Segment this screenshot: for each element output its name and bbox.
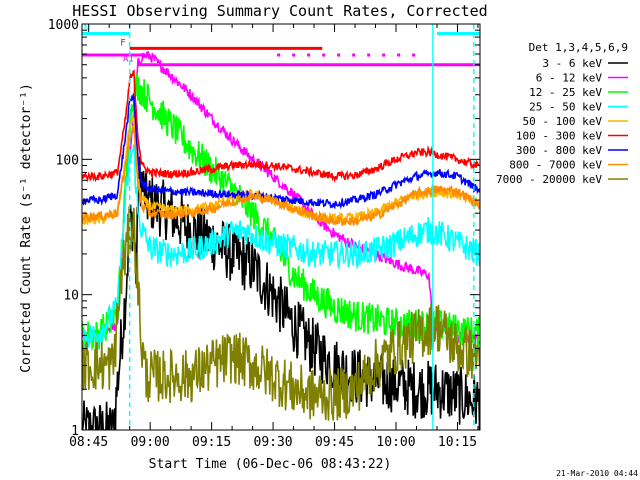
series-line-9: [82, 206, 480, 421]
marker-layer: [128, 24, 475, 430]
x-tick-label-7: 10:15: [438, 435, 477, 450]
legend-entry-label-8: 800 - 7000 keV: [509, 159, 602, 172]
y-tick-label-4: 1000: [48, 18, 79, 33]
axes-layer: 08:45 09:00 09:15 09:30 09:45 10:00 10:15 1 10 10…: [48, 18, 481, 450]
legend-entry-label-7: 300 - 800 keV: [516, 144, 602, 157]
legend-entry-label-2: 6 - 12 keV: [536, 72, 603, 85]
legend-entry-label-1: 3 - 6 keV: [542, 57, 602, 70]
flag-label-a1: A1: [123, 55, 134, 65]
chart-title: HESSI Observing Summary Count Rates, Cor…: [72, 2, 487, 20]
series-layer: [82, 50, 480, 430]
series-line-8: [82, 125, 480, 227]
y-axis-label: Corrected Count Rate (s⁻¹ detector⁻¹): [19, 83, 34, 373]
legend-header: Det 1,3,4,5,6,9: [529, 41, 628, 54]
flag-label-n: N: [84, 24, 89, 34]
series-line-4: [82, 144, 480, 349]
series-line-1: [82, 156, 480, 430]
series-line-3: [82, 73, 480, 352]
flag-layer: N F A1: [82, 24, 480, 67]
legend-entry-label-4: 25 - 50 keV: [529, 101, 602, 114]
series-line-7: [82, 92, 480, 210]
legend-entry-label-9: 7000 - 20000 keV: [496, 173, 602, 186]
x-tick-label-5: 09:45: [315, 435, 354, 450]
y-tick-label-3: 100: [56, 153, 79, 168]
x-axis-label: Start Time (06-Dec-06 08:43:22): [149, 457, 392, 472]
legend-entry-label-6: 100 - 300 keV: [516, 130, 602, 143]
series-line-6: [82, 69, 480, 184]
flag-label-f: F: [120, 38, 125, 48]
y-tick-label-2: 10: [63, 289, 79, 304]
x-tick-label-4: 09:30: [254, 435, 293, 450]
series-line-2: [82, 50, 480, 346]
legend-entry-label-5: 50 - 100 keV: [523, 115, 603, 128]
x-tick-label-1: 08:45: [69, 435, 108, 450]
y-tick-label-1: 1: [71, 424, 79, 439]
x-tick-label-6: 10:00: [376, 435, 415, 450]
legend-entry-label-3: 12 - 25 keV: [529, 86, 602, 99]
plot-frame: [81, 23, 481, 431]
footer-timestamp: 21-Mar-2010 04:44: [556, 469, 638, 478]
x-tick-label-3: 09:15: [192, 435, 231, 450]
x-tick-label-2: 09:00: [131, 435, 170, 450]
